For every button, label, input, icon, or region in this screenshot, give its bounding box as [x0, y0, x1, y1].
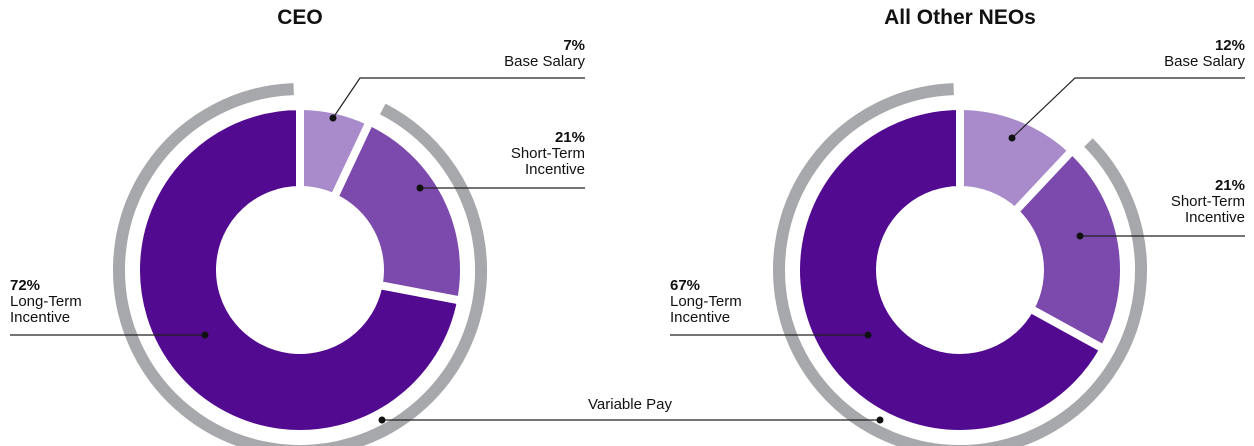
value-label: 72%	[10, 277, 41, 294]
leader-dot	[864, 331, 872, 339]
leader-dot	[416, 184, 424, 192]
chart-title: CEO	[277, 6, 323, 29]
slice-label: 12% Base Salary	[1125, 38, 1245, 70]
category-label: Base Salary	[1164, 53, 1245, 70]
leader-dot	[329, 114, 337, 122]
value-label: 21%	[554, 129, 585, 146]
category-label: Base Salary	[504, 53, 585, 70]
leader-line	[332, 77, 585, 119]
leader-dot	[1076, 232, 1084, 240]
category-label: Long-Term Incentive	[10, 293, 82, 326]
leader-dot	[201, 331, 209, 339]
value-label: 12%	[1214, 37, 1245, 54]
slice-label: 72% Long-Term Incentive	[10, 278, 130, 326]
leader-dot	[876, 416, 884, 424]
donut-slice	[132, 101, 466, 438]
category-label: Long-Term Incentive	[670, 293, 742, 326]
donut-slice	[792, 101, 1110, 438]
category-label: Short-Term Incentive	[510, 145, 585, 178]
variable-pay-ring	[773, 83, 1147, 446]
value-label: 7%	[563, 37, 585, 54]
chart-title: All Other NEOs	[884, 6, 1036, 29]
slice-label: 21% Short-Term Incentive	[1125, 178, 1245, 226]
value-label: 21%	[1214, 177, 1245, 194]
slice-label: 7% Base Salary	[465, 38, 585, 70]
annotation: Variable Pay	[588, 396, 672, 413]
category-label: Short-Term Incentive	[1170, 193, 1245, 226]
slice-label: 67% Long-Term Incentive	[670, 278, 790, 326]
donut-slice	[1009, 144, 1128, 355]
slice-label: 21% Short-Term Incentive	[465, 130, 585, 178]
leader-dot	[378, 416, 386, 424]
leader-line	[1011, 77, 1245, 139]
leader-dot	[1008, 134, 1016, 142]
donut-slice	[328, 116, 468, 306]
value-label: 67%	[670, 277, 701, 294]
variable-pay-ring	[113, 83, 487, 446]
